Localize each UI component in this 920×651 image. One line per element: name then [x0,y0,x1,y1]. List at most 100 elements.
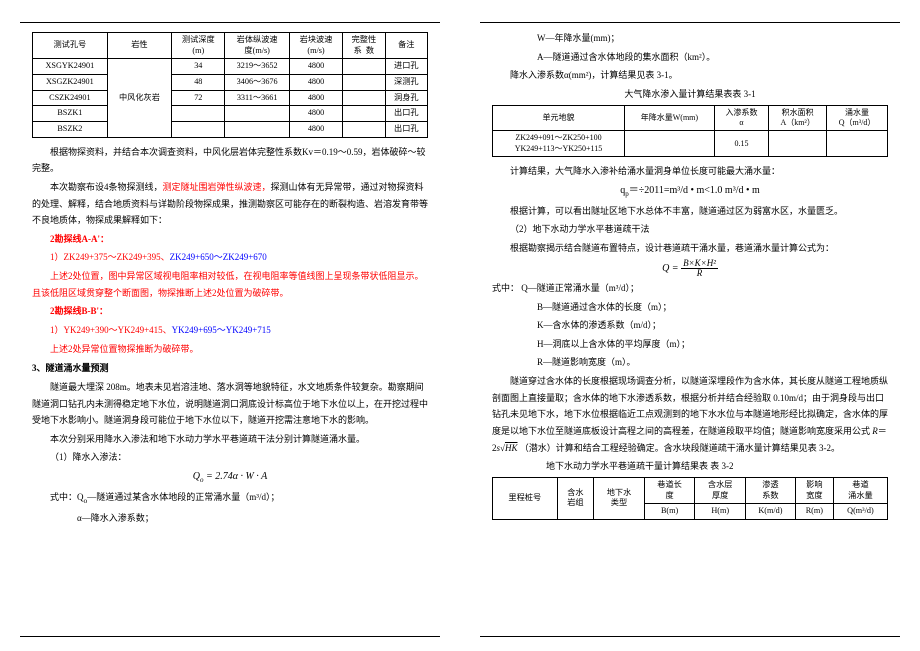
t1-c [343,121,385,137]
t31-cap: 大气降水渗入量计算结果表表 3-1 [492,86,888,103]
f1e2: α—降水入渗系数； [32,510,428,527]
t1-c: 4800 [289,106,342,122]
t32h: 含水岩组 [557,477,594,519]
left-column: 测试孔号 岩性 测试深度(m) 岩体纵波速度(m/s) 岩块波速(m/s) 完整… [0,0,460,651]
exp-w: W—年降水量(mm)； [492,30,888,47]
t1-c: BSZK1 [33,106,108,122]
t32h: 渗透系数 [745,477,795,503]
t1-c: 洞身孔 [385,90,427,106]
t1-c: 48 [172,74,225,90]
t31c [827,131,888,157]
t1-h5: 岩块波速(m/s) [289,33,342,59]
exp3: H—洞底以上含水体的平均厚度（m）； [492,336,888,353]
t32h: 影响宽度 [795,477,833,503]
t1-c: XSGZK24901 [33,74,108,90]
t1-c: 进口孔 [385,59,427,75]
t32u: B(m) [644,504,695,520]
p-calc2: 根据计算，可以看出隧址区地下水总体不丰富，隧道通过区为弱富水区，水量匮乏。 [492,203,888,220]
line-b-blue: YK249+695～YK249+715 [172,325,271,335]
t1-c: 72 [172,90,225,106]
p-m2: 根据勘察揭示结合隧道布置特点，设计巷道疏干涌水量，巷道涌水量计算公式为： [492,240,888,257]
t1-h4: 岩体纵波速度(m/s) [225,33,289,59]
t1-c: 出口孔 [385,121,427,137]
t31c [625,131,715,157]
t32h: 巷道长度 [644,477,695,503]
t1-c: 4800 [289,59,342,75]
t1-c [172,106,225,122]
t1-c: 出口孔 [385,106,427,122]
exp2: K—含水体的渗透系数（m/d）； [492,317,888,334]
exp-a: A—隧道通过含水体地段的集水面积（km²）。 [492,49,888,66]
t1-c: XSGYK24901 [33,59,108,75]
t1-h6: 完整性系 数 [343,33,385,59]
t1-c: 4800 [289,74,342,90]
t1-h7: 备注 [385,33,427,59]
line-a-head: 2勘探线A-A'： [32,231,428,248]
t1-c: 3406～3676 [225,74,289,90]
t1-c: BSZK2 [33,121,108,137]
line-a-red: 1）ZK249+375～ZK249+395、 [50,252,170,262]
line-b-red: 1）YK249+390～YK249+415、 [50,325,172,335]
sect-3: 3、隧道涌水量预测 [32,360,428,377]
para: 根据物探资料，并结合本次调查资料，中风化层岩体完整性系数Kv＝0.19～0.59… [32,144,428,177]
t1-c: 4800 [289,121,342,137]
t31h: 入渗系数α [714,105,768,131]
p3a: 隧道最大埋深 208m。地表未见岩溶洼地、落水洞等地貌特征，水文地质条件较复杂。… [32,379,428,429]
t1-rock: 中风化灰岩 [107,59,171,137]
exp0: 式中： Q—隧道正常涌水量（m³/d）； [492,280,888,297]
t31h: 单元地貌 [493,105,625,131]
t31h: 涌水量Q（m³/d） [827,105,888,131]
line-b: 1）YK249+390～YK249+415、YK249+695～YK249+71… [32,322,428,339]
survey-red: 测定隧址围岩弹性纵波速， [163,182,271,192]
line-a: 1）ZK249+375～ZK249+395、ZK249+650～ZK249+67… [32,249,428,266]
frac-den: R [681,269,718,278]
t32u: K(m/d) [745,504,795,520]
txt: 本次勘察布设4条物探测线， [50,182,163,192]
m2: （2）地下水动力学水平巷道疏干法 [492,221,888,238]
t1-c: 深测孔 [385,74,427,90]
f2l: Q = [662,262,681,273]
exp4: R—隧道影响宽度（m）。 [492,354,888,371]
t32-cap: 地下水动力学水平巷道疏干量计算结果表 表 3-2 [492,458,888,475]
t32h: 里程桩号 [493,477,558,519]
m1: （1）降水入渗法： [32,449,428,466]
t1-h1: 测试孔号 [33,33,108,59]
line-b-p: 上述2处异常位置物探推断为破碎带。 [32,341,428,358]
para-survey: 本次勘察布设4条物探测线，测定隧址围岩弹性纵波速，探测山体有无异常带，通过对物探… [32,179,428,229]
t31h: 年降水量W(mm) [625,105,715,131]
t32h: 巷道涌水量 [833,477,887,503]
line-b-head: 2勘探线B-B'： [32,303,428,320]
t32u: Q(m³/d) [833,504,887,520]
p-calc: 计算结果，大气降水入渗补给涌水量洞身单位长度可能最大涌水量： [492,163,888,180]
page: 测试孔号 岩性 测试深度(m) 岩体纵波速度(m/s) 岩块波速(m/s) 完整… [0,0,920,651]
t1-c [343,90,385,106]
t1-h2: 岩性 [107,33,171,59]
t1-c [343,59,385,75]
f1e1: 式中：Qo—隧道通过某含水体地段的正常涌水量（m³/d）； [32,489,428,508]
t31h: 积水面积A（km²） [769,105,827,131]
t31c [769,131,827,157]
t1-c: 34 [172,59,225,75]
t1-c [225,121,289,137]
right-column: W—年降水量(mm)； A—隧道通过含水体地段的集水面积（km²）。 降水入渗系… [460,0,920,651]
top-rule [20,22,440,23]
formula-qp: qp＝÷2011=m³/d • m<1.0 m³/d • m [492,182,888,201]
t32u: R(m) [795,504,833,520]
p3b: 本次分别采用降水入渗法和地下水动力学水平巷道疏干法分别计算隧道涌水量。 [32,431,428,448]
p-alpha: 降水入渗系数α(mm²)，计算结果见表 3-1。 [492,67,888,84]
t32u: H(m) [695,504,746,520]
t32h: 含水层厚度 [695,477,746,503]
table-32: 里程桩号 含水岩组 地下水类型 巷道长度 含水层厚度 渗透系数 影响宽度 巷道涌… [492,477,888,520]
t1-c: CSZK24901 [33,90,108,106]
table-1: 测试孔号 岩性 测试深度(m) 岩体纵波速度(m/s) 岩块波速(m/s) 完整… [32,32,428,138]
formula-2: Q = B×K×H² R [492,259,888,278]
t1-c: 3311～3661 [225,90,289,106]
p-long: 隧道穿过含水体的长度根据现场调查分析，以隧道深埋段作为含水体，其长度从隧道工程地… [492,373,888,456]
table-31: 单元地貌 年降水量W(mm) 入渗系数α 积水面积A（km²） 涌水量Q（m³/… [492,105,888,158]
frac: B×K×H² R [681,259,718,278]
bot-rule [480,636,900,637]
t32h: 地下水类型 [594,477,645,519]
line-a-p: 上述2处位置，图中异常区域视电阻率相对较低，在视电阻率等值线图上呈现条带状低阻显… [32,268,428,301]
t31c: 0.15 [714,131,768,157]
line-a-blue: ZK249+650～ZK249+670 [170,252,267,262]
